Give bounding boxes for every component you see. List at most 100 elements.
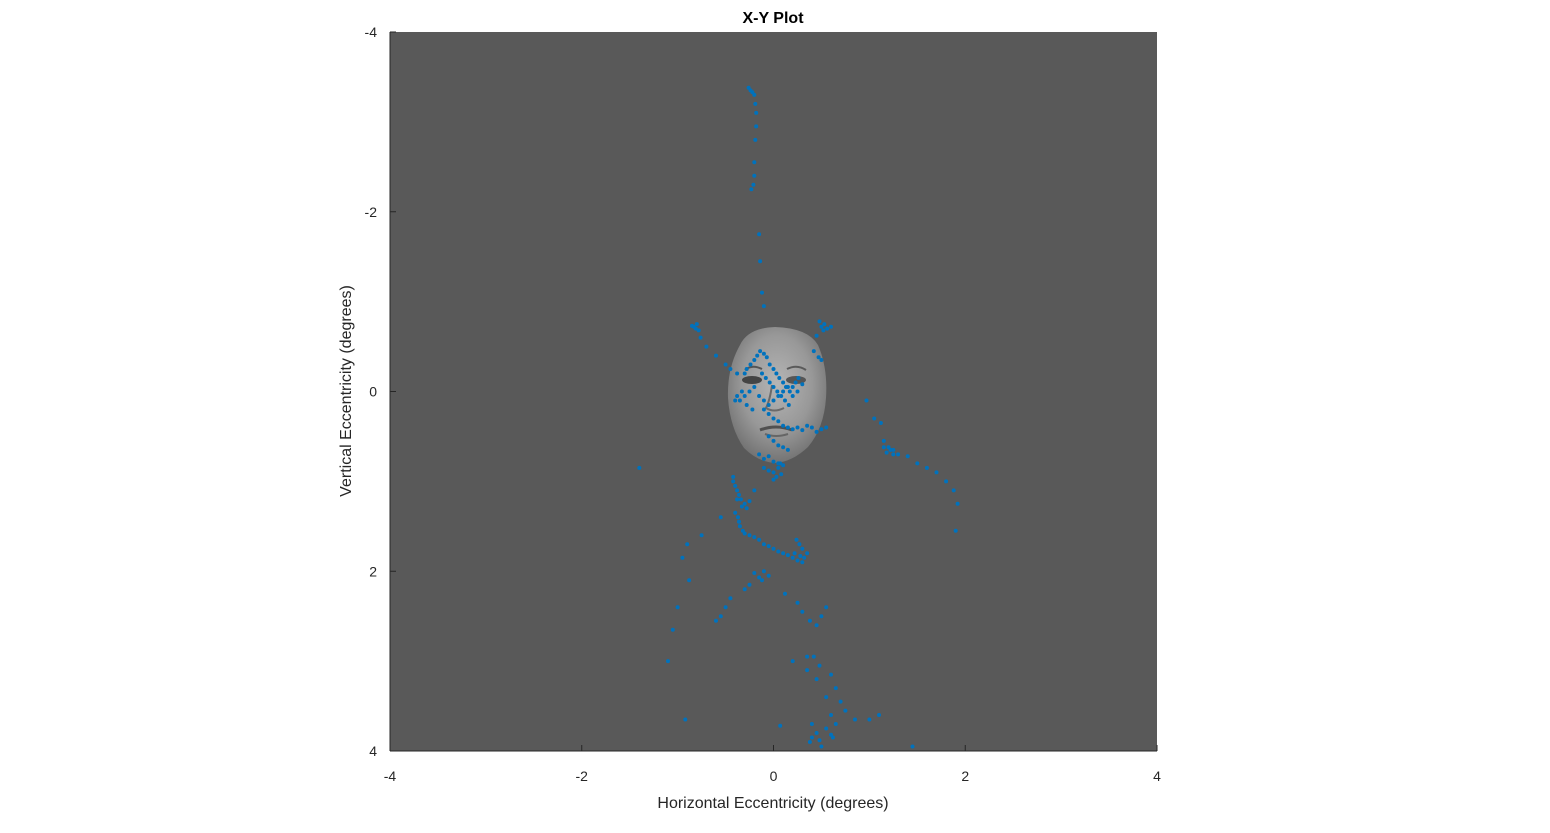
data-point [819, 744, 824, 749]
x-tick-label: 0 [770, 768, 778, 784]
data-point [761, 398, 766, 403]
data-point [714, 353, 718, 358]
data-point [814, 623, 819, 628]
data-point [680, 555, 685, 560]
data-point [666, 659, 670, 664]
data-point [781, 389, 786, 394]
data-point [742, 587, 747, 592]
data-point [795, 558, 800, 563]
data-point [779, 472, 784, 477]
data-point [753, 137, 758, 142]
data-point [735, 488, 740, 493]
data-point [761, 304, 766, 309]
data-point [800, 609, 805, 614]
data-point [787, 389, 792, 394]
data-point [766, 454, 771, 459]
data-point [776, 465, 781, 470]
x-tick-label: 4 [1153, 768, 1161, 784]
data-point [771, 385, 776, 389]
data-point [757, 452, 762, 457]
data-point [714, 618, 718, 623]
data-point [811, 349, 816, 354]
data-point [809, 735, 814, 740]
data-point [766, 573, 771, 578]
data-point [752, 173, 757, 178]
data-point [771, 438, 776, 443]
data-point [766, 403, 771, 407]
data-point [819, 358, 824, 362]
data-point [774, 371, 779, 376]
data-point [690, 323, 694, 328]
data-point [781, 463, 786, 468]
data-point [752, 571, 757, 575]
data-point [774, 474, 779, 479]
data-point [829, 324, 833, 329]
data-point [778, 723, 783, 728]
x-axis-label: Horizontal Eccentricity (degrees) [657, 795, 888, 812]
data-point [685, 542, 690, 547]
data-point [750, 407, 755, 412]
data-point [670, 627, 675, 632]
x-tick-label: 2 [961, 768, 969, 784]
data-point [805, 654, 810, 659]
data-point [800, 382, 805, 387]
data-point [698, 335, 703, 340]
data-point [790, 555, 795, 560]
data-point [771, 367, 776, 371]
data-point [793, 380, 798, 385]
data-point [881, 445, 886, 450]
data-point [924, 465, 929, 470]
data-point [728, 367, 733, 371]
data-point [781, 423, 786, 428]
data-point [776, 394, 781, 398]
data-point [699, 533, 704, 538]
data-point [718, 614, 723, 619]
data-point [867, 717, 872, 722]
data-point [822, 322, 827, 327]
y-tick-label: 4 [369, 743, 377, 759]
data-point [747, 389, 752, 394]
data-point [877, 713, 881, 717]
data-point [728, 596, 733, 601]
data-point [783, 591, 787, 596]
data-point [771, 546, 776, 551]
data-point [675, 605, 680, 610]
data-point [884, 450, 889, 455]
data-point [744, 506, 749, 511]
x-axis-ticks: -4 -2 0 2 4 [384, 745, 1161, 784]
data-point [766, 434, 771, 439]
data-point [737, 398, 742, 403]
data-point [825, 326, 830, 331]
data-point [752, 385, 757, 389]
data-point [771, 416, 776, 421]
data-point [757, 394, 762, 398]
data-point [814, 677, 819, 682]
data-point [778, 461, 783, 466]
data-point [809, 722, 814, 726]
y-tick-label: 0 [369, 384, 377, 400]
data-point [749, 187, 754, 192]
chart-title: X-Y Plot [742, 10, 804, 27]
data-point [739, 389, 744, 394]
data-point [817, 738, 822, 743]
data-point [757, 232, 762, 237]
data-point [824, 695, 829, 700]
data-point [785, 447, 790, 452]
data-point [955, 501, 960, 506]
data-point [761, 456, 766, 461]
data-point [819, 614, 824, 619]
data-point [723, 605, 728, 610]
data-point [739, 504, 744, 509]
data-point [761, 407, 766, 412]
data-point [696, 328, 701, 333]
data-point [824, 425, 829, 430]
data-point [744, 403, 749, 407]
data-point [744, 367, 749, 371]
data-point [905, 454, 910, 459]
data-point [747, 582, 752, 587]
y-tick-label: 2 [369, 563, 377, 579]
data-point [742, 501, 747, 506]
data-point [864, 398, 869, 403]
data-point [891, 447, 896, 452]
